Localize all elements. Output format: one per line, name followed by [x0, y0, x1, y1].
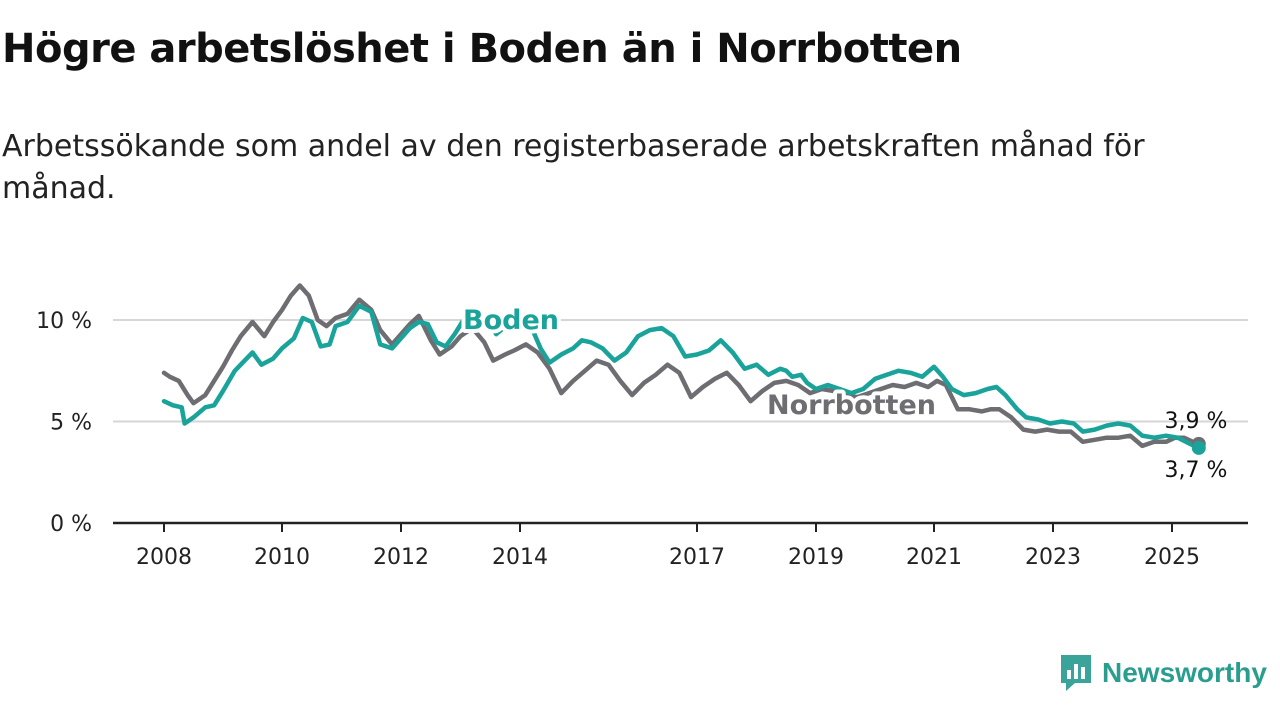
- x-tick-label: 2008: [136, 545, 192, 570]
- newsworthy-logo: Newsworthy: [1058, 652, 1267, 694]
- x-tick-label: 2010: [254, 545, 310, 570]
- end-marker-boden: [1191, 440, 1206, 455]
- y-tick-label: 0 %: [50, 512, 92, 537]
- chart-title: Högre arbetslöshet i Boden än i Norrbott…: [2, 26, 962, 72]
- x-tick-label: 2023: [1025, 545, 1081, 570]
- chart-subtitle: Arbetssökande som andel av den registerb…: [2, 129, 1145, 206]
- brand-name: Newsworthy: [1102, 657, 1267, 688]
- x-tick-label: 2014: [492, 545, 548, 570]
- series-line-norrbotten: [161, 283, 1202, 449]
- series-label-boden: Boden: [463, 305, 559, 336]
- x-tick-label: 2025: [1144, 545, 1200, 570]
- y-tick-label: 10 %: [36, 309, 92, 334]
- x-tick-label: 2019: [788, 545, 844, 570]
- end-label-boden: 3,7 %: [1165, 458, 1228, 483]
- newsworthy-logo-icon: [1061, 655, 1091, 691]
- end-label-norrbotten: 3,9 %: [1165, 409, 1228, 434]
- x-tick-label: 2012: [373, 545, 429, 570]
- series-label-norrbotten: Norrbotten: [767, 390, 936, 421]
- x-tick-label: 2017: [669, 545, 725, 570]
- y-tick-label: 5 %: [50, 411, 92, 436]
- series-line-boden: [161, 303, 1202, 451]
- x-tick-label: 2021: [906, 545, 962, 570]
